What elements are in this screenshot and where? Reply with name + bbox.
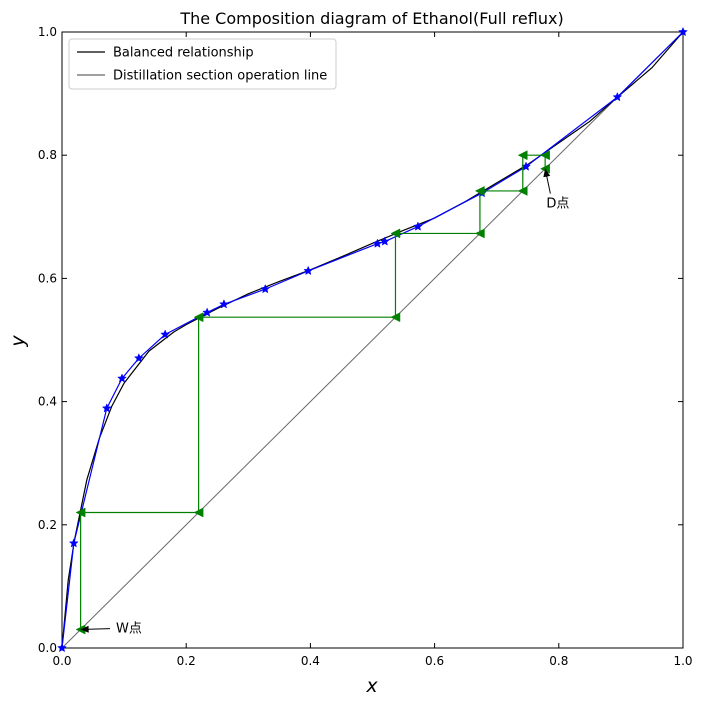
annotation-arrow-head [543, 168, 551, 178]
plot-area: 0.0 0.2 0.4 0.6 0.8 1.0 0.0 0.2 0.4 0.6 0.8 1.0 D点 W点 [38, 25, 693, 668]
star-marker [68, 538, 79, 548]
operation-line [61, 31, 684, 649]
stage-marker [193, 507, 204, 518]
star-marker [372, 238, 383, 248]
annotation-arrow-head [80, 625, 89, 633]
star-marker [160, 329, 171, 339]
x-tick-label: 0.8 [549, 654, 568, 668]
star-marker [303, 265, 314, 276]
plot-frame [61, 31, 684, 649]
star-marker [612, 91, 623, 102]
star-marker [133, 353, 144, 363]
stage-marker [75, 507, 86, 518]
stage-marker [390, 228, 401, 239]
x-tick-label: 0.4 [301, 654, 320, 668]
y-tick-label: 0.2 [38, 518, 57, 532]
x-tick-label: 1.0 [673, 654, 692, 668]
annotation-d-point: D点 [546, 197, 569, 212]
stage-steps [80, 154, 546, 630]
stage-marker [517, 150, 528, 161]
y-tick-label: 0.8 [38, 148, 57, 162]
star-marker [260, 283, 271, 294]
y-tick-label: 0.6 [38, 271, 57, 285]
star-marker [219, 299, 229, 309]
x-tick-label: 0.0 [52, 654, 71, 668]
legend: Balanced relationship Distillation sectio… [68, 38, 337, 90]
star-marker [413, 221, 423, 231]
y-tick-label: 0.4 [38, 395, 57, 409]
annotation-w-point: W点 [116, 622, 142, 637]
star-marker [678, 26, 688, 37]
star-marker [202, 307, 213, 317]
x-axis-label: x [365, 675, 378, 697]
stage-marker [390, 312, 401, 323]
equilibrium-curve [61, 31, 684, 649]
y-axis-label: y [7, 335, 29, 348]
stage-marker [517, 186, 528, 196]
y-tick-label: 0.0 [38, 641, 57, 655]
legend-label: Distillation section operation line [113, 69, 327, 84]
x-tick-label: 0.6 [425, 654, 444, 668]
star-marker [57, 642, 67, 653]
stage-marker [474, 186, 485, 196]
star-marker [379, 236, 390, 246]
chart-title: The Composition diagram of Ethanol(Full … [179, 9, 563, 28]
x-tick-label: 0.2 [177, 654, 196, 668]
star-marker [117, 373, 127, 383]
stage-marker [193, 312, 204, 323]
star-marker [101, 403, 112, 413]
legend-label: Balanced relationship [113, 46, 254, 61]
y-tick-label: 1.0 [38, 25, 57, 39]
stage-marker [474, 228, 485, 239]
legend-box [68, 38, 337, 90]
stage-marker [540, 150, 550, 161]
